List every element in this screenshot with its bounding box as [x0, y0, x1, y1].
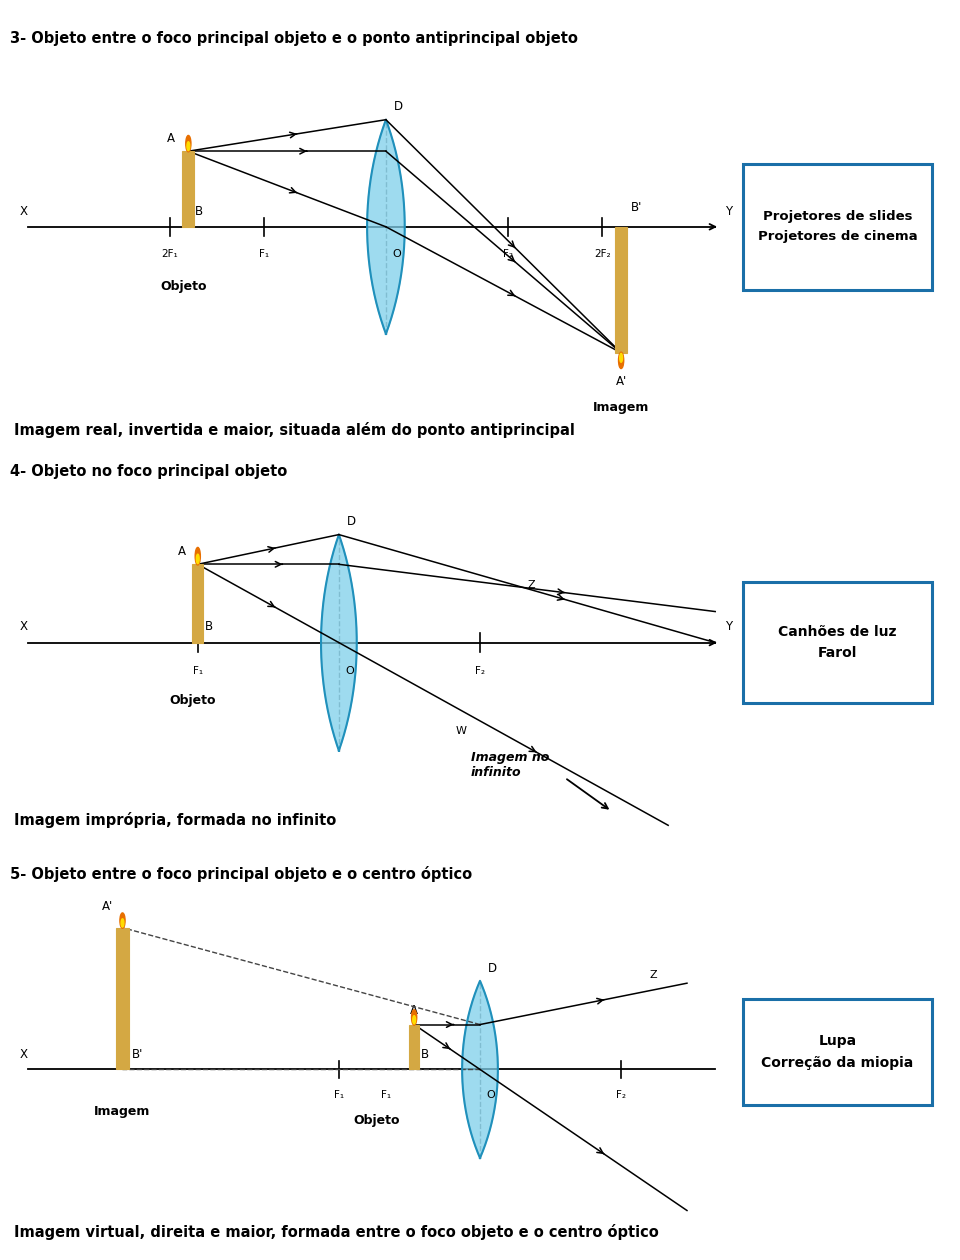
Text: F₂: F₂ — [475, 665, 485, 675]
Bar — [182, 151, 195, 227]
Polygon shape — [367, 120, 405, 334]
FancyBboxPatch shape — [743, 998, 931, 1105]
Text: F₂: F₂ — [616, 1090, 626, 1100]
Text: Imagem no
infinito: Imagem no infinito — [470, 751, 549, 779]
Text: F₁: F₁ — [334, 1090, 344, 1100]
Text: F₂: F₂ — [503, 249, 514, 260]
Polygon shape — [321, 534, 357, 751]
Text: Imagem imprópria, formada no infinito: Imagem imprópria, formada no infinito — [14, 813, 337, 828]
Bar — [192, 564, 204, 643]
Text: F₁: F₁ — [258, 249, 269, 260]
Text: 5- Objeto entre o foco principal objeto e o centro óptico: 5- Objeto entre o foco principal objeto … — [10, 867, 471, 882]
Ellipse shape — [187, 141, 190, 150]
Text: Canhões de luz
Farol: Canhões de luz Farol — [779, 625, 897, 660]
Text: A: A — [410, 1004, 419, 1018]
Text: A': A' — [102, 901, 113, 914]
Ellipse shape — [197, 554, 199, 563]
Text: Imagem: Imagem — [94, 1105, 151, 1118]
Bar — [615, 227, 627, 353]
Text: O: O — [346, 665, 354, 675]
Ellipse shape — [620, 353, 622, 362]
Text: B: B — [420, 1048, 429, 1061]
Text: 2F₁: 2F₁ — [161, 249, 178, 260]
Ellipse shape — [120, 914, 125, 929]
Ellipse shape — [121, 919, 124, 927]
Text: B': B' — [631, 202, 642, 214]
Text: Objeto: Objeto — [170, 694, 216, 707]
Ellipse shape — [413, 1016, 416, 1024]
Text: Objeto: Objeto — [160, 280, 207, 292]
FancyBboxPatch shape — [743, 582, 931, 703]
Text: Z: Z — [649, 970, 657, 980]
Bar — [409, 1024, 419, 1070]
Text: Imagem virtual, direita e maior, formada entre o foco objeto e o centro óptico: Imagem virtual, direita e maior, formada… — [14, 1225, 660, 1240]
Text: Y: Y — [725, 620, 732, 633]
Text: Imagem: Imagem — [593, 401, 649, 413]
Text: A': A' — [615, 375, 627, 388]
Text: B: B — [195, 205, 204, 218]
Text: Z: Z — [527, 580, 535, 590]
Text: Projetores de slides
Projetores de cinema: Projetores de slides Projetores de cinem… — [757, 210, 918, 243]
Text: 2F₂: 2F₂ — [594, 249, 611, 260]
Text: Imagem real, invertida e maior, situada além do ponto antiprincipal: Imagem real, invertida e maior, situada … — [14, 422, 575, 437]
FancyBboxPatch shape — [743, 164, 931, 290]
Ellipse shape — [186, 135, 191, 151]
Text: 3- Objeto entre o foco principal objeto e o ponto antiprincipal objeto: 3- Objeto entre o foco principal objeto … — [10, 32, 578, 47]
Ellipse shape — [195, 547, 201, 564]
Text: Y: Y — [725, 205, 732, 218]
Text: D: D — [347, 515, 355, 528]
Bar — [116, 927, 129, 1070]
Text: F₁: F₁ — [193, 665, 203, 675]
Text: W: W — [456, 726, 467, 736]
Text: 4- Objeto no foco principal objeto: 4- Objeto no foco principal objeto — [10, 465, 287, 479]
Polygon shape — [462, 980, 498, 1158]
Text: O: O — [393, 249, 401, 260]
Ellipse shape — [618, 352, 624, 369]
Text: A: A — [178, 544, 185, 557]
Text: B: B — [205, 620, 213, 633]
Ellipse shape — [412, 1009, 417, 1026]
Text: Objeto: Objeto — [353, 1114, 399, 1128]
Text: X: X — [20, 1048, 28, 1061]
Text: O: O — [487, 1090, 495, 1100]
Text: A: A — [167, 132, 175, 145]
Text: X: X — [20, 205, 28, 218]
Text: D: D — [394, 101, 402, 113]
Text: Lupa
Correção da miopia: Lupa Correção da miopia — [761, 1034, 914, 1070]
Text: X: X — [20, 620, 28, 633]
Text: F₁: F₁ — [381, 1090, 391, 1100]
Text: D: D — [488, 961, 496, 975]
Text: B': B' — [132, 1048, 143, 1061]
